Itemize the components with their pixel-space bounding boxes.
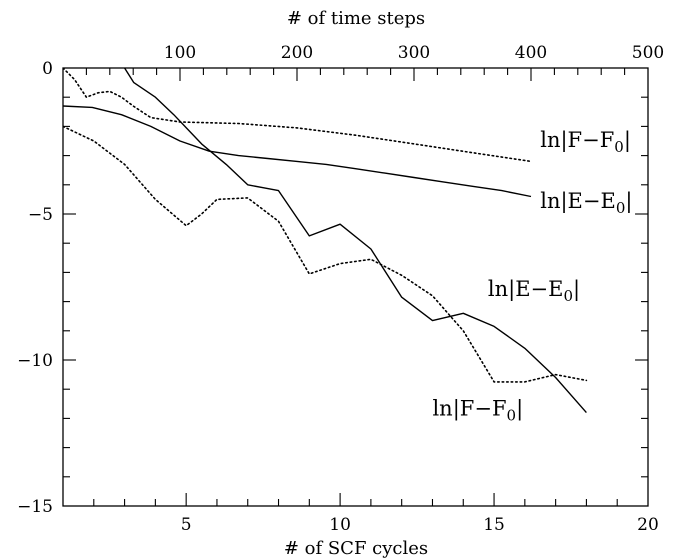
- y-tick-label: −5: [28, 205, 53, 225]
- y-tick-label: 0: [42, 59, 53, 79]
- x-axis-label: # of SCF cycles: [284, 538, 428, 559]
- x-tick-label: 15: [483, 515, 505, 535]
- y-tick-label: −10: [17, 351, 53, 371]
- x2-axis-label: # of time steps: [287, 8, 425, 29]
- curve-label: ln|F−F0|: [432, 396, 523, 424]
- series-layer: [63, 68, 588, 414]
- series-line-bottom-solid: [124, 68, 587, 414]
- x2-tick-label: 400: [515, 43, 547, 63]
- curve-label-main: ln|F−F: [432, 396, 506, 421]
- curve-label: ln|E−E0|: [540, 189, 632, 217]
- curve-label-subscript: 0: [507, 406, 517, 424]
- curve-label-subscript: 0: [563, 287, 573, 305]
- tick-labels: 5 10 15 20 100 200 300 400 500 0 −5 −10 −15: [17, 43, 664, 535]
- curve-label: ln|F−F0|: [540, 128, 631, 156]
- y-tick-label: −15: [17, 497, 53, 517]
- curve-label-close: |: [516, 396, 523, 421]
- plot-frame: [62, 67, 649, 507]
- series-line-top-dotted: [63, 68, 532, 163]
- curve-label-main: ln|E−E: [540, 189, 616, 214]
- curve-label: ln|E−E0|: [488, 277, 580, 305]
- x2-tick-label: 200: [281, 43, 313, 63]
- axis-ticks: [63, 68, 648, 506]
- curve-label-subscript: 0: [614, 138, 624, 156]
- series-line-top-solid: [63, 105, 532, 198]
- series-line-bottom-dotted: [63, 125, 588, 383]
- curve-label-close: |: [625, 189, 632, 214]
- x-tick-label: 5: [181, 515, 192, 535]
- curve-label-main: ln|F−F: [540, 128, 614, 153]
- x2-tick-label: 100: [164, 43, 196, 63]
- curve-label-close: |: [573, 277, 580, 302]
- x-tick-label: 10: [329, 515, 351, 535]
- curve-labels: ln|F−F0|ln|E−E0|ln|E−E0|ln|F−F0|: [432, 128, 632, 425]
- curve-label-main: ln|E−E: [488, 277, 564, 302]
- x2-tick-label: 300: [398, 43, 430, 63]
- curve-label-subscript: 0: [616, 199, 626, 217]
- x2-tick-label: 500: [632, 43, 664, 63]
- curve-label-close: |: [624, 128, 631, 153]
- x-tick-label: 20: [637, 515, 659, 535]
